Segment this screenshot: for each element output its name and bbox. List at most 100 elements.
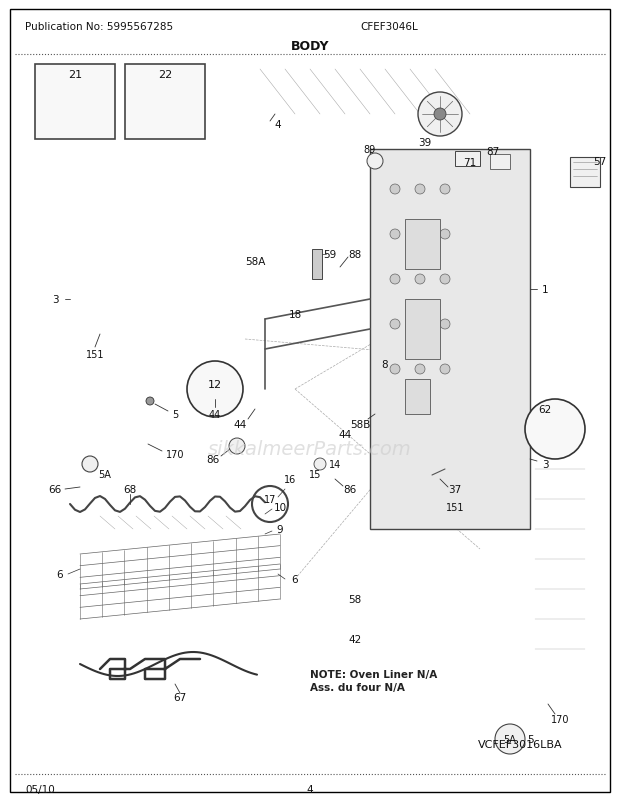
Text: 4: 4 — [307, 784, 313, 794]
Ellipse shape — [418, 93, 462, 137]
Text: 59: 59 — [324, 249, 337, 260]
Polygon shape — [90, 500, 270, 534]
Ellipse shape — [495, 724, 525, 754]
Text: sikkalmeerParts.com: sikkalmeerParts.com — [208, 440, 412, 459]
Ellipse shape — [390, 229, 400, 240]
Polygon shape — [90, 240, 130, 345]
Text: 5: 5 — [526, 734, 533, 744]
Text: 87: 87 — [486, 147, 500, 157]
Text: 5A: 5A — [99, 469, 112, 480]
Text: 39: 39 — [418, 138, 432, 148]
Ellipse shape — [415, 274, 425, 285]
Polygon shape — [230, 624, 280, 659]
Text: 71: 71 — [463, 158, 477, 168]
Ellipse shape — [440, 365, 450, 375]
Polygon shape — [535, 419, 568, 435]
Text: 58: 58 — [348, 594, 361, 604]
Polygon shape — [540, 696, 558, 712]
Text: 44: 44 — [233, 419, 247, 429]
Text: 170: 170 — [551, 714, 569, 724]
Text: 151: 151 — [86, 350, 104, 359]
Bar — [405, 300, 440, 359]
Text: Ass. du four N/A: Ass. du four N/A — [310, 683, 405, 692]
Ellipse shape — [390, 184, 400, 195]
Ellipse shape — [525, 399, 585, 460]
Text: 22: 22 — [158, 70, 172, 80]
Text: 58A: 58A — [245, 257, 265, 267]
Polygon shape — [265, 265, 315, 310]
Text: 66: 66 — [48, 484, 61, 494]
Ellipse shape — [440, 320, 450, 330]
Polygon shape — [245, 390, 295, 579]
Text: 3: 3 — [542, 460, 548, 469]
Text: 18: 18 — [288, 310, 301, 320]
Polygon shape — [70, 184, 105, 455]
Ellipse shape — [415, 365, 425, 375]
Ellipse shape — [229, 439, 245, 455]
Text: 17: 17 — [264, 494, 276, 504]
Text: 9: 9 — [277, 525, 283, 534]
Text: 10: 10 — [273, 502, 286, 512]
Text: BODY: BODY — [291, 40, 329, 53]
Polygon shape — [70, 160, 140, 455]
Ellipse shape — [82, 456, 98, 472]
Text: 44: 44 — [339, 429, 352, 439]
Polygon shape — [95, 514, 270, 549]
Ellipse shape — [367, 154, 383, 170]
Bar — [125, 65, 205, 140]
Text: 89: 89 — [364, 145, 376, 155]
Ellipse shape — [390, 365, 400, 375]
Polygon shape — [55, 90, 72, 115]
Text: 42: 42 — [348, 634, 361, 644]
Bar — [405, 379, 430, 415]
Ellipse shape — [434, 109, 446, 121]
Polygon shape — [230, 545, 465, 624]
Text: 151: 151 — [446, 502, 464, 512]
Text: 6: 6 — [291, 574, 298, 585]
Text: 58B: 58B — [350, 419, 370, 429]
Ellipse shape — [390, 274, 400, 285]
Polygon shape — [502, 731, 518, 743]
Text: 05/10: 05/10 — [25, 784, 55, 794]
Bar — [455, 152, 480, 167]
Polygon shape — [295, 359, 480, 579]
Ellipse shape — [415, 184, 425, 195]
Polygon shape — [530, 449, 590, 709]
Ellipse shape — [440, 274, 450, 285]
Bar — [570, 158, 600, 188]
Text: 170: 170 — [166, 449, 184, 460]
Text: 6: 6 — [56, 569, 63, 579]
Text: 62: 62 — [538, 404, 552, 415]
Text: 86: 86 — [206, 455, 219, 464]
Text: 14: 14 — [329, 460, 341, 469]
Bar — [405, 220, 440, 269]
Ellipse shape — [440, 184, 450, 195]
Text: 4: 4 — [275, 119, 281, 130]
Text: 3: 3 — [51, 294, 58, 305]
Bar — [35, 65, 115, 140]
Text: 12: 12 — [208, 379, 222, 390]
Bar — [312, 249, 322, 280]
Polygon shape — [138, 435, 152, 448]
Ellipse shape — [415, 320, 425, 330]
Text: 88: 88 — [348, 249, 361, 260]
Text: 8: 8 — [382, 359, 388, 370]
Text: 44: 44 — [209, 410, 221, 419]
Polygon shape — [255, 70, 490, 115]
Text: NOTE: Oven Liner N/A: NOTE: Oven Liner N/A — [310, 669, 437, 679]
Text: 5A: 5A — [503, 734, 516, 744]
Polygon shape — [245, 310, 480, 390]
Polygon shape — [148, 85, 162, 130]
Text: VCFEF3016LBA: VCFEF3016LBA — [477, 739, 562, 749]
Ellipse shape — [390, 320, 400, 330]
Text: 37: 37 — [448, 484, 462, 494]
Polygon shape — [205, 382, 222, 398]
Text: CFEF3046L: CFEF3046L — [360, 22, 418, 32]
Text: 5: 5 — [172, 410, 178, 419]
Ellipse shape — [415, 229, 425, 240]
Text: 57: 57 — [593, 157, 606, 167]
Ellipse shape — [314, 459, 326, 471]
Text: 67: 67 — [174, 692, 187, 702]
Text: 68: 68 — [123, 484, 136, 494]
Text: Publication No: 5995567285: Publication No: 5995567285 — [25, 22, 173, 32]
